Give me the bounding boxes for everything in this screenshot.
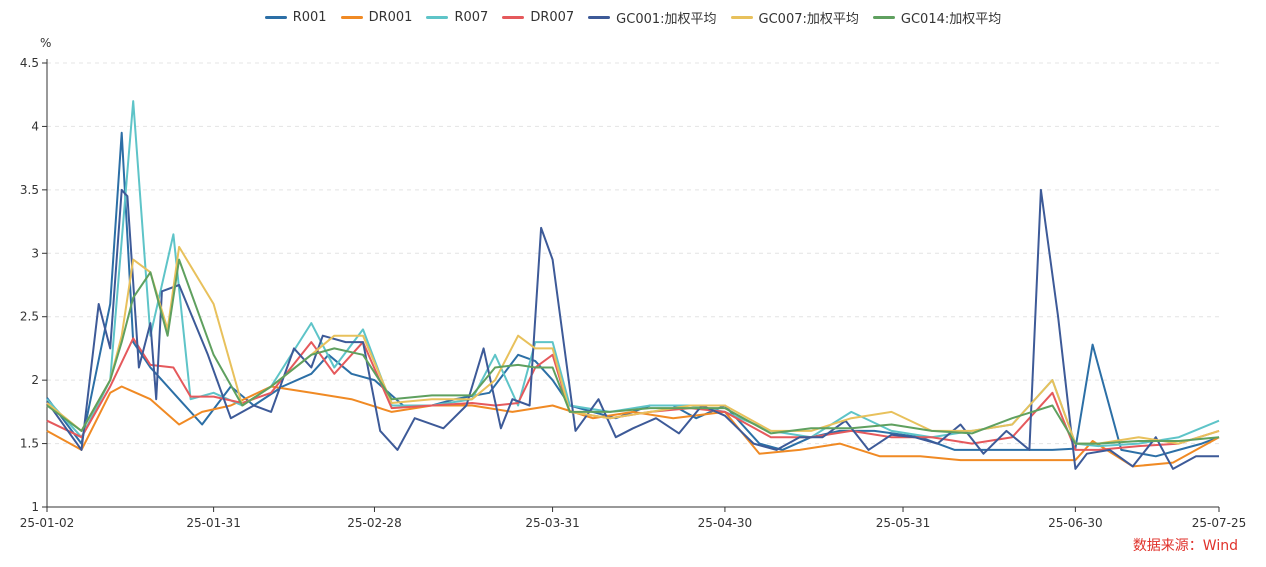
legend-item[interactable]: GC001:加权平均	[588, 8, 717, 27]
legend-item[interactable]: R007	[426, 8, 488, 27]
legend-label: GC007:加权平均	[758, 12, 859, 27]
y-tick-label: 2	[31, 373, 39, 387]
y-tick-label: 3	[31, 246, 39, 260]
series-line-GC001:加权平均	[46, 188, 1219, 470]
y-axis-unit: %	[40, 36, 52, 50]
legend-swatch	[426, 16, 449, 19]
x-tick-label: 25-07-25	[1192, 516, 1246, 530]
y-tick-label: 3.5	[20, 183, 39, 197]
legend-label: DR007	[530, 10, 575, 25]
legend-swatch	[340, 16, 363, 19]
legend-item[interactable]: DR001	[340, 8, 413, 27]
legend-item[interactable]: DR007	[502, 8, 574, 27]
legend-swatch	[872, 16, 895, 19]
legend-item[interactable]: GC007:加权平均	[730, 8, 859, 27]
x-tick-label: 25-01-31	[186, 516, 240, 530]
legend-item[interactable]: GC014:加权平均	[872, 8, 1002, 27]
legend: R001 DR001 R007 DR007 GC001:加权平均 GC007:加权平均 GC…	[0, 8, 1266, 27]
legend-label: GC001:加权平均	[616, 12, 717, 27]
legend-item[interactable]: R001	[264, 8, 327, 27]
series-line-DR001	[46, 385, 1220, 468]
legend-label: DR001	[368, 10, 413, 25]
legend-swatch	[588, 16, 611, 19]
legend-label: R001	[292, 10, 327, 25]
legend-label: R007	[454, 10, 489, 25]
legend-swatch	[502, 16, 525, 19]
y-tick-label: 1	[31, 500, 39, 514]
legend-swatch	[730, 16, 753, 19]
x-tick-label: 25-02-28	[347, 516, 401, 530]
y-tick-label: 2.5	[20, 310, 39, 324]
x-tick-label: 25-04-30	[698, 516, 752, 530]
x-tick-label: 25-01-02	[20, 516, 74, 530]
series-line-DR007	[46, 337, 1220, 451]
series-line-R001	[46, 131, 1220, 458]
y-tick-label: 4.5	[20, 56, 39, 70]
legend-label: GC014:加权平均	[900, 12, 1002, 27]
data-source: 数据来源：Wind	[1132, 538, 1238, 554]
y-tick-label: 1.5	[20, 437, 39, 451]
x-tick-label: 25-06-30	[1048, 516, 1102, 530]
x-tick-label: 25-03-31	[525, 516, 579, 530]
y-tick-label: 4	[31, 119, 39, 133]
series-line-GC014:加权平均	[46, 258, 1220, 445]
series-line-GC007:加权平均	[46, 245, 1220, 445]
x-tick-label: 25-05-31	[876, 516, 930, 530]
legend-swatch	[264, 16, 287, 19]
